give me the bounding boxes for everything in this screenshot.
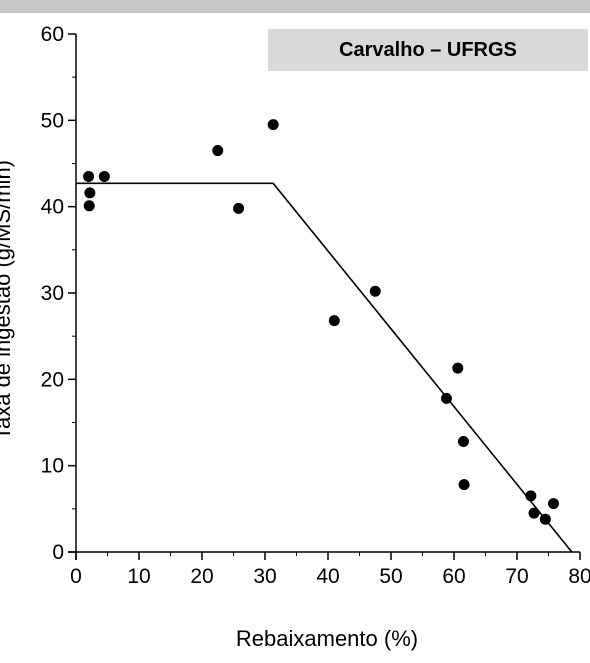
x-tick-label: 40 xyxy=(316,565,339,588)
y-tick-label: 20 xyxy=(41,368,64,391)
y-tick-label: 10 xyxy=(41,455,64,478)
y-tick-label: 40 xyxy=(41,196,64,219)
data-point xyxy=(83,200,95,212)
data-point xyxy=(440,392,452,404)
x-tick-label: 10 xyxy=(127,565,150,588)
fit-line-group xyxy=(76,182,573,553)
data-point xyxy=(328,315,340,327)
y-axis-label: Taxa de ingestão (g/MS/min) xyxy=(0,160,15,440)
data-point xyxy=(369,285,381,297)
y-tick-label: 60 xyxy=(41,23,64,46)
data-point xyxy=(212,145,224,157)
y-tick-label: 0 xyxy=(52,541,64,564)
data-point xyxy=(452,362,464,374)
annotation-box: Carvalho – UFRGS xyxy=(268,29,588,71)
top-bar xyxy=(0,0,590,13)
data-point xyxy=(528,507,540,519)
fit-line xyxy=(76,182,573,553)
x-tick-label: 60 xyxy=(442,565,465,588)
x-tick-label: 0 xyxy=(70,565,82,588)
data-point xyxy=(83,170,95,182)
data-point xyxy=(539,513,551,525)
data-point xyxy=(548,498,560,510)
data-point xyxy=(233,202,245,214)
x-tick-label: 50 xyxy=(379,565,402,588)
x-tick-label: 30 xyxy=(253,565,276,588)
data-point xyxy=(525,490,537,502)
data-point xyxy=(458,479,470,491)
data-point xyxy=(457,435,469,447)
y-tick-label: 30 xyxy=(41,282,64,305)
data-point xyxy=(84,187,96,199)
data-point xyxy=(98,170,110,182)
y-tick-label: 50 xyxy=(41,109,64,132)
x-tick-label: 70 xyxy=(505,565,528,588)
x-axis-label: Rebaixamento (%) xyxy=(236,626,418,651)
x-tick-label: 20 xyxy=(190,565,213,588)
axes: 0 10 20 30 40 50 60 70 80 0 10 20 30 40 50 60 xyxy=(41,23,590,588)
annotation-text: Carvalho – UFRGS xyxy=(339,38,517,61)
data-points xyxy=(83,119,560,525)
data-point xyxy=(267,119,279,131)
x-tick-label: 80 xyxy=(568,565,590,588)
